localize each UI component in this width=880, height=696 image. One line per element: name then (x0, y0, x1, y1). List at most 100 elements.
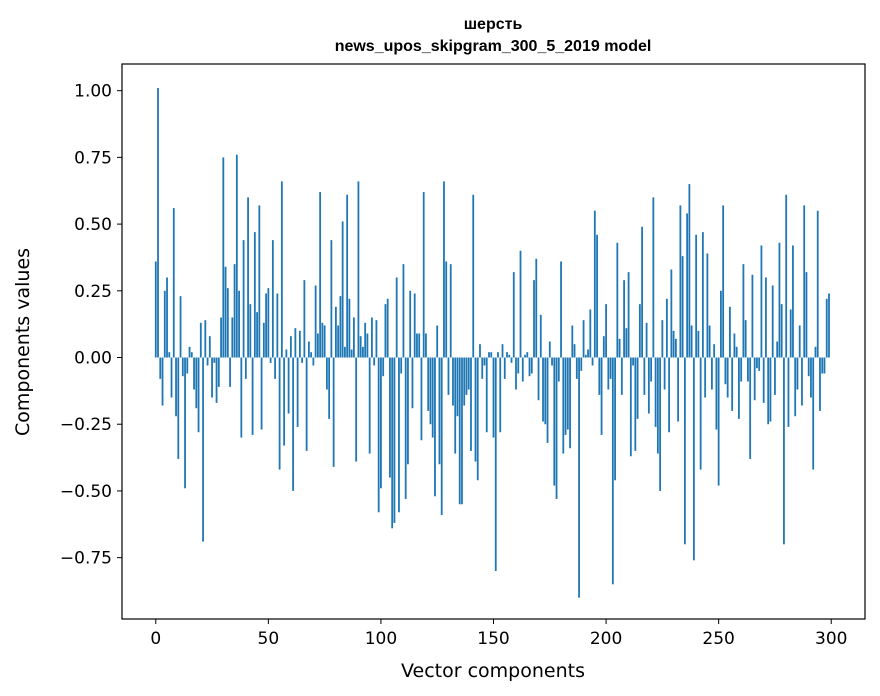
bar (481, 357, 484, 379)
bar (548, 341, 551, 358)
bar (368, 357, 371, 454)
bar (526, 352, 529, 358)
x-tick-label: 250 (702, 629, 734, 649)
bar (289, 336, 292, 358)
bar (443, 181, 445, 358)
bar (391, 357, 394, 529)
bar (199, 322, 202, 358)
bar (371, 317, 373, 358)
bar (600, 357, 603, 435)
bar (553, 357, 556, 486)
bar (177, 357, 180, 459)
bar (404, 357, 407, 499)
bar (803, 205, 806, 358)
bar (794, 357, 797, 417)
bar (373, 357, 376, 366)
bar (359, 336, 362, 358)
bar (647, 357, 650, 414)
bar (688, 184, 691, 358)
bar (244, 357, 247, 379)
bar (812, 357, 815, 470)
bar (382, 357, 385, 377)
bar (213, 357, 216, 363)
bar (715, 357, 718, 430)
bar (285, 349, 288, 358)
bar (409, 290, 412, 358)
bar (305, 357, 308, 451)
bar (157, 88, 159, 358)
x-tick-label: 300 (815, 629, 847, 649)
bar (560, 261, 562, 358)
bar (312, 357, 315, 366)
bar (186, 357, 189, 374)
bar (319, 192, 322, 358)
bar (226, 288, 229, 358)
bar (337, 325, 340, 358)
bar (580, 357, 583, 371)
bar (571, 325, 574, 358)
bar (643, 357, 646, 395)
bar (625, 328, 628, 358)
bar (683, 357, 686, 545)
bar (774, 357, 776, 395)
y-tick-label: −0.75 (60, 549, 112, 569)
bar (260, 357, 263, 430)
bar (535, 258, 538, 358)
bar (222, 157, 225, 358)
bar (701, 232, 704, 358)
bar (537, 357, 540, 401)
bar (407, 357, 409, 465)
bar (611, 357, 614, 585)
bar (472, 194, 475, 358)
bar (492, 357, 495, 438)
bar (377, 357, 380, 513)
x-tick-label: 100 (365, 629, 397, 649)
bar (188, 346, 191, 358)
bar (206, 357, 209, 366)
bar (510, 357, 513, 363)
bar (465, 357, 468, 395)
bar (530, 357, 533, 374)
bar (256, 312, 258, 358)
bar (798, 325, 801, 358)
bar (562, 357, 565, 454)
bar (458, 357, 461, 505)
bar (735, 346, 738, 358)
bar (672, 330, 675, 358)
bar (724, 357, 727, 385)
bar (411, 357, 414, 409)
bar (429, 357, 432, 425)
bar-series (154, 88, 830, 598)
x-tick-label: 50 (258, 629, 280, 649)
bar (573, 344, 576, 358)
bar (695, 234, 698, 358)
bar (620, 357, 623, 395)
bar (785, 194, 788, 358)
bar (224, 266, 227, 358)
bar (677, 357, 680, 422)
bar (738, 357, 740, 419)
bar (461, 357, 463, 505)
bar (436, 325, 439, 358)
bar (778, 242, 781, 358)
bar (801, 357, 803, 406)
bar (742, 264, 745, 358)
bar (179, 296, 182, 358)
bar (566, 357, 569, 430)
bar (193, 357, 195, 390)
bar (584, 354, 587, 358)
bar (251, 357, 254, 435)
bar (591, 357, 594, 366)
bar (542, 357, 544, 422)
bar (564, 357, 567, 435)
bar (769, 357, 772, 422)
bar (330, 240, 333, 358)
bar (503, 357, 506, 379)
x-axis-label: Vector components (401, 660, 585, 682)
bar (792, 245, 794, 358)
bar (814, 346, 817, 358)
x-tick-label: 200 (590, 629, 622, 649)
bar (708, 325, 711, 358)
y-tick-label: 0.25 (74, 282, 112, 302)
bar (483, 357, 486, 366)
